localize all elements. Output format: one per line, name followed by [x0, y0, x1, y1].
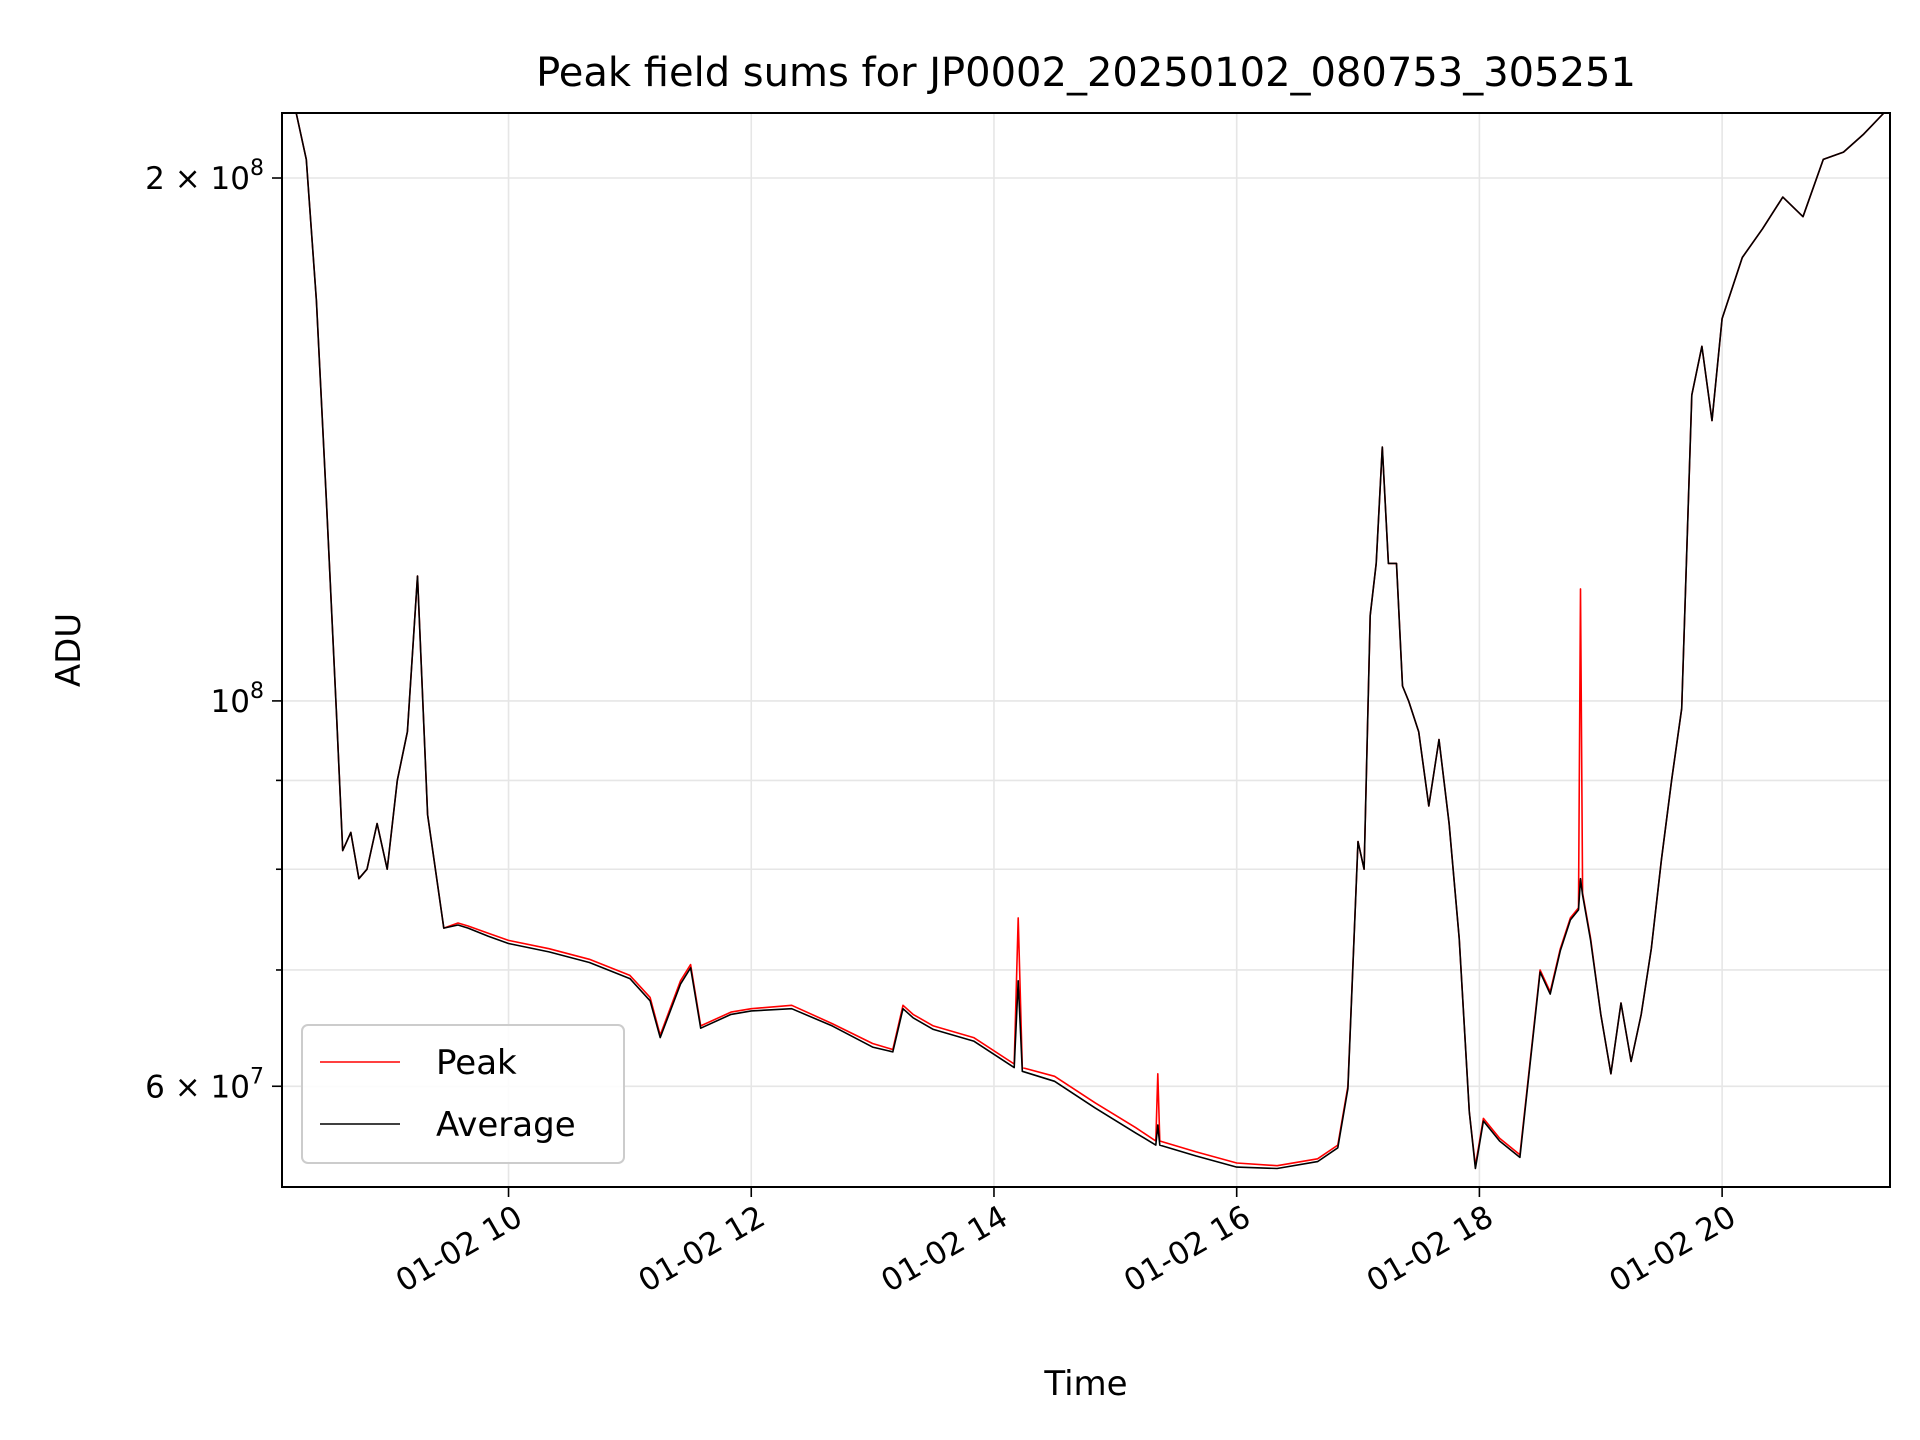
chart-title: Peak field sums for JP0002_20250102_0807…	[536, 50, 1636, 96]
legend-label-average: Average	[436, 1105, 576, 1145]
y-tick-label: 2 × 108	[145, 156, 264, 197]
legend-box	[301, 1024, 625, 1164]
series-line-average	[294, 113, 1885, 1170]
grid	[282, 113, 1890, 1187]
y-tick-label: 6 × 107	[145, 1064, 264, 1105]
series-layer	[294, 113, 1885, 1170]
legend: Peak Average	[301, 1024, 625, 1164]
y-axis-label: ADU	[49, 613, 89, 687]
plot-frame	[281, 112, 1891, 1188]
x-axis-label: Time	[1043, 1364, 1127, 1404]
y-tick-label: 108	[211, 679, 264, 720]
legend-label-peak: Peak	[436, 1043, 517, 1083]
